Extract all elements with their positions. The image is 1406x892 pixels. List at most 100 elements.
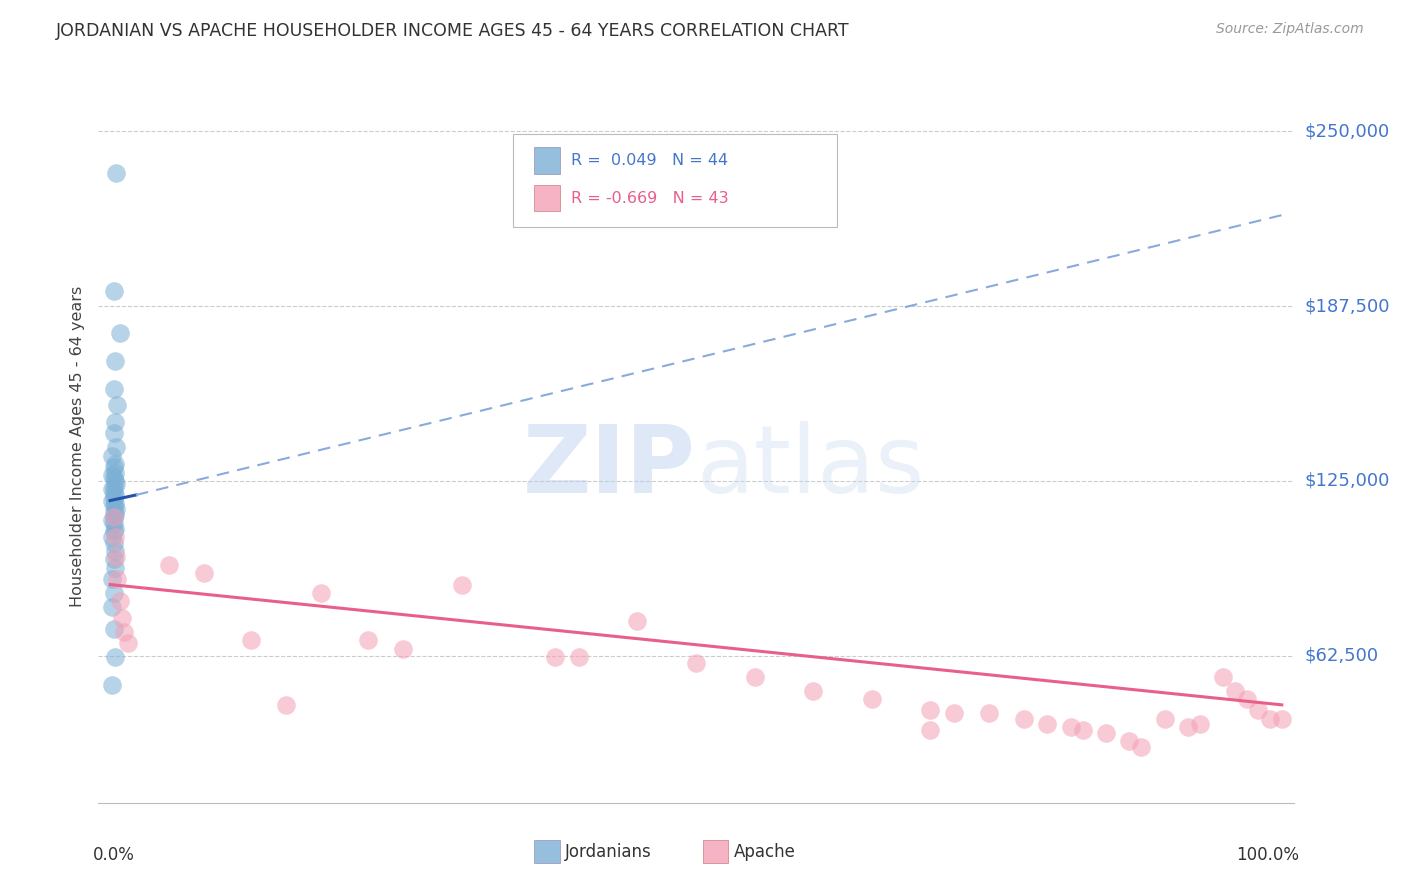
- Point: [103, 586, 125, 600]
- Point: [103, 524, 125, 539]
- Text: ZIP: ZIP: [523, 421, 696, 514]
- Point: [1012, 712, 1035, 726]
- Point: [274, 698, 297, 712]
- Point: [101, 513, 124, 527]
- Point: [104, 530, 127, 544]
- Point: [105, 572, 128, 586]
- Point: [104, 415, 127, 429]
- Point: [101, 468, 124, 483]
- Point: [920, 723, 942, 737]
- Text: $125,000: $125,000: [1305, 472, 1391, 490]
- Point: [801, 684, 824, 698]
- Text: Source: ZipAtlas.com: Source: ZipAtlas.com: [1216, 22, 1364, 37]
- Point: [105, 502, 128, 516]
- Point: [1036, 717, 1059, 731]
- Point: [1060, 720, 1083, 734]
- Point: [1071, 723, 1094, 737]
- Point: [101, 599, 124, 614]
- Point: [568, 650, 591, 665]
- Point: [860, 692, 883, 706]
- Point: [104, 474, 127, 488]
- Point: [942, 706, 965, 721]
- Point: [104, 522, 127, 536]
- Point: [103, 552, 125, 566]
- Point: [103, 460, 125, 475]
- Point: [626, 614, 648, 628]
- Point: [1118, 734, 1140, 748]
- Point: [104, 650, 127, 665]
- Text: $62,500: $62,500: [1305, 647, 1379, 665]
- Point: [103, 382, 125, 396]
- Point: [101, 572, 124, 586]
- Point: [104, 560, 127, 574]
- Text: R = -0.669   N = 43: R = -0.669 N = 43: [571, 191, 728, 205]
- Point: [1188, 717, 1211, 731]
- Point: [104, 488, 127, 502]
- Y-axis label: Householder Income Ages 45 - 64 years: Householder Income Ages 45 - 64 years: [70, 285, 86, 607]
- Point: [1236, 692, 1258, 706]
- Point: [103, 510, 125, 524]
- Point: [103, 491, 125, 505]
- Text: R =  0.049   N = 44: R = 0.049 N = 44: [571, 153, 728, 168]
- Point: [103, 510, 125, 524]
- Point: [108, 594, 131, 608]
- Text: Apache: Apache: [734, 843, 796, 861]
- Point: [103, 426, 125, 441]
- Point: [1247, 703, 1270, 717]
- Point: [103, 622, 125, 636]
- Point: [108, 326, 131, 340]
- Text: Jordanians: Jordanians: [565, 843, 652, 861]
- Point: [450, 577, 472, 591]
- Point: [101, 678, 124, 692]
- Point: [920, 703, 942, 717]
- Text: 100.0%: 100.0%: [1236, 846, 1299, 863]
- Text: atlas: atlas: [696, 421, 924, 514]
- Point: [685, 656, 707, 670]
- Point: [101, 483, 124, 497]
- Point: [104, 508, 127, 522]
- Point: [744, 670, 766, 684]
- Point: [309, 586, 332, 600]
- Point: [193, 566, 215, 581]
- Point: [1271, 712, 1294, 726]
- Point: [112, 625, 135, 640]
- Point: [103, 505, 125, 519]
- Point: [105, 476, 128, 491]
- Text: JORDANIAN VS APACHE HOUSEHOLDER INCOME AGES 45 - 64 YEARS CORRELATION CHART: JORDANIAN VS APACHE HOUSEHOLDER INCOME A…: [56, 22, 849, 40]
- Point: [117, 636, 139, 650]
- Point: [239, 633, 262, 648]
- Point: [105, 441, 128, 455]
- Point: [1223, 684, 1246, 698]
- Point: [1212, 670, 1234, 684]
- Point: [392, 641, 415, 656]
- Text: $250,000: $250,000: [1305, 122, 1391, 140]
- Point: [103, 479, 125, 493]
- Point: [105, 399, 128, 413]
- Point: [104, 496, 127, 510]
- Point: [111, 611, 134, 625]
- Point: [103, 471, 125, 485]
- Point: [1153, 712, 1175, 726]
- Point: [977, 706, 1000, 721]
- Point: [1130, 739, 1153, 754]
- Point: [103, 485, 125, 500]
- Point: [104, 457, 127, 471]
- Point: [101, 493, 124, 508]
- Point: [1095, 726, 1118, 740]
- Point: [103, 516, 125, 530]
- Point: [104, 466, 127, 480]
- Point: [103, 284, 125, 298]
- Point: [157, 558, 180, 572]
- Point: [103, 535, 125, 549]
- Point: [101, 530, 124, 544]
- Text: 0.0%: 0.0%: [93, 846, 135, 863]
- Point: [544, 650, 567, 665]
- Point: [105, 549, 128, 564]
- Point: [1258, 712, 1281, 726]
- Point: [357, 633, 380, 648]
- Point: [103, 499, 125, 513]
- Point: [101, 449, 124, 463]
- Point: [105, 166, 128, 180]
- Point: [104, 544, 127, 558]
- Text: $187,500: $187,500: [1305, 297, 1391, 315]
